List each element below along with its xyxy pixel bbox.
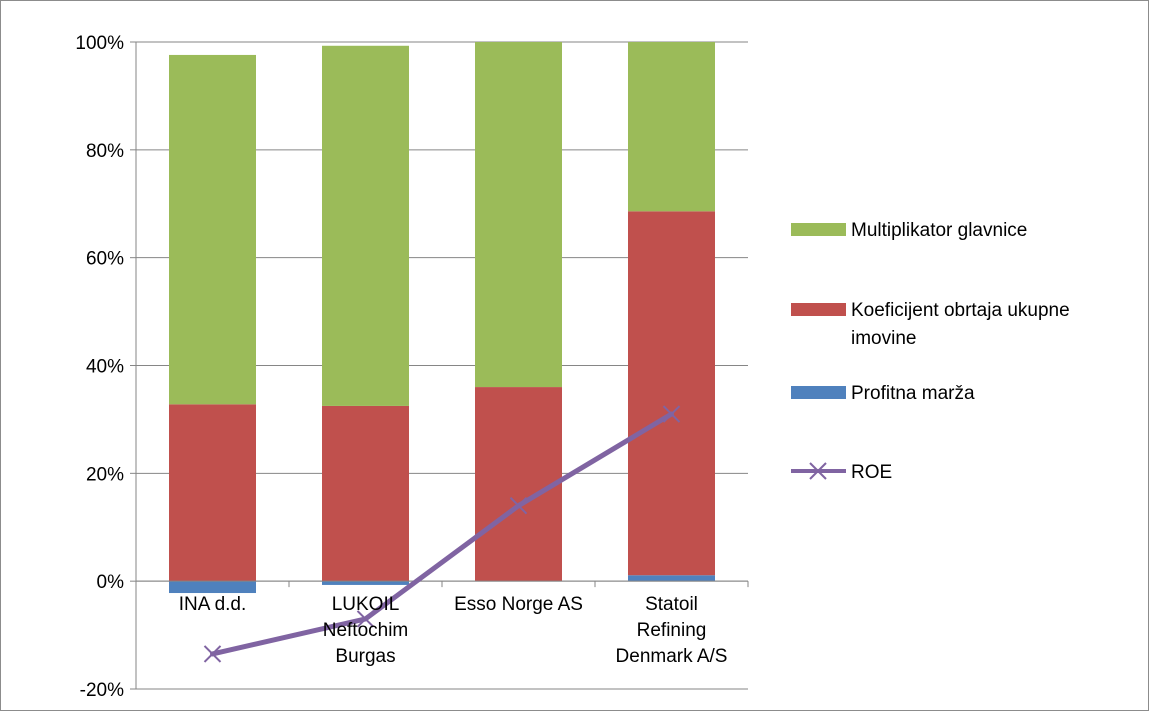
x-tick-label: INA d.d. — [179, 594, 247, 615]
y-tick-label: 0% — [97, 572, 125, 593]
axes — [130, 41, 749, 690]
y-tick-label: 20% — [86, 464, 124, 485]
bar-multiplikator-glavnice[interactable] — [322, 45, 409, 406]
y-tick-label: 100% — [75, 33, 124, 54]
roe-series-line — [210, 411, 674, 657]
x-tick-label: Statoil Refining Denmark A/S — [616, 594, 728, 667]
bar-koeficijent-obrtaja-ukupne-imovine[interactable] — [169, 404, 256, 582]
y-tick-labels: -20% 0% 20% 40% 60% 80% 100% — [75, 33, 124, 701]
bar-koeficijent-obrtaja-ukupne-imovine[interactable] — [628, 211, 715, 576]
y-tick-label: 40% — [86, 357, 124, 378]
legend-label: ROE — [851, 462, 892, 483]
bar-profitna-mar-a[interactable] — [628, 575, 715, 582]
roe-marker-stroke — [356, 610, 375, 628]
legend-swatch — [791, 223, 846, 236]
roe-marker-stroke — [203, 645, 222, 663]
bar-multiplikator-glavnice[interactable] — [169, 54, 256, 405]
y-tick-label: 60% — [86, 249, 124, 270]
bar-koeficijent-obrtaja-ukupne-imovine[interactable] — [475, 387, 562, 582]
legend-label: Koeficijent obrtaja ukupne imovine — [851, 300, 1070, 349]
roe-point[interactable] — [662, 405, 681, 423]
x-tick-label: Esso Norge AS — [454, 594, 583, 615]
y-tick-label: -20% — [80, 680, 124, 701]
legend-swatch — [791, 386, 846, 399]
roe-marker-stroke — [509, 496, 528, 515]
roe-point[interactable] — [203, 645, 222, 663]
roe-line — [203, 405, 681, 663]
legend-swatch — [791, 303, 846, 316]
legend-label: Profitna marža — [851, 383, 975, 404]
legend-marker-stroke — [809, 462, 827, 480]
legend: Multiplikator glavnice Koeficijent obrtaj… — [791, 220, 1070, 483]
bar-koeficijent-obrtaja-ukupne-imovine[interactable] — [322, 405, 409, 582]
bar-multiplikator-glavnice[interactable] — [628, 42, 715, 212]
legend-label: Multiplikator glavnice — [851, 220, 1027, 241]
y-tick-label: 80% — [86, 141, 124, 162]
bar-profitna-mar-a[interactable] — [169, 581, 256, 594]
bar-profitna-mar-a[interactable] — [322, 581, 409, 585]
roe-marker-stroke — [662, 405, 681, 423]
x-tick-labels: INA d.d. LUKOIL Neftochim Burgas Esso Norge … — [179, 594, 728, 667]
roe-point[interactable] — [356, 610, 375, 628]
bars — [169, 42, 715, 594]
bar-multiplikator-glavnice[interactable] — [475, 42, 562, 388]
x-tick-label: LUKOIL Neftochim Burgas — [323, 594, 409, 667]
roe-point[interactable] — [509, 496, 528, 515]
